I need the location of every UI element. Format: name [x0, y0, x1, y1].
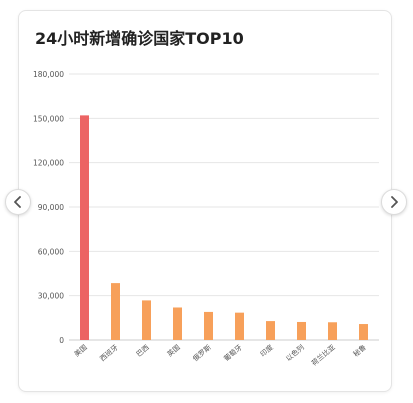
x-tick-label: 印度 [258, 343, 275, 359]
x-tick-label: 西班牙 [98, 343, 120, 363]
x-tick-label: 英国 [165, 343, 182, 359]
bar [142, 300, 151, 340]
y-tick-label: 150,000 [33, 114, 64, 123]
y-tick-label: 180,000 [33, 70, 64, 79]
x-tick-label: 俄罗斯 [191, 343, 213, 363]
y-tick-label: 90,000 [38, 203, 64, 212]
x-tick-label: 秘鲁 [351, 343, 368, 359]
y-tick-label: 0 [59, 336, 64, 345]
chevron-left-icon [14, 196, 21, 208]
bar [328, 322, 337, 340]
bar [359, 324, 368, 340]
chart-title: 24小时新增确诊国家TOP10 [35, 29, 244, 48]
bar [80, 115, 89, 340]
bar [235, 312, 244, 340]
chart-card: 24小时新增确诊国家TOP10 0 30,000 60,000 90,000 120,0… [18, 10, 392, 392]
y-tick-label: 120,000 [33, 159, 64, 168]
x-tick-label: 葡萄牙 [222, 343, 244, 363]
bar-chart: 0 30,000 60,000 90,000 120,000 150,000 180,000… [33, 70, 379, 368]
x-tick-label: 以色列 [284, 343, 306, 363]
next-button[interactable] [381, 189, 407, 215]
x-tick-label: 巴西 [135, 343, 151, 358]
y-tick-label: 30,000 [38, 292, 64, 301]
x-tick-label: 美国 [72, 343, 89, 359]
bar [297, 321, 306, 340]
bar [173, 307, 182, 340]
x-tick-label: 荷兰比亚 [310, 343, 337, 368]
chevron-right-icon [391, 196, 398, 208]
bar [204, 311, 213, 340]
bar [111, 283, 120, 340]
y-tick-label: 60,000 [38, 247, 64, 256]
prev-button[interactable] [5, 189, 31, 215]
bar [266, 321, 275, 340]
